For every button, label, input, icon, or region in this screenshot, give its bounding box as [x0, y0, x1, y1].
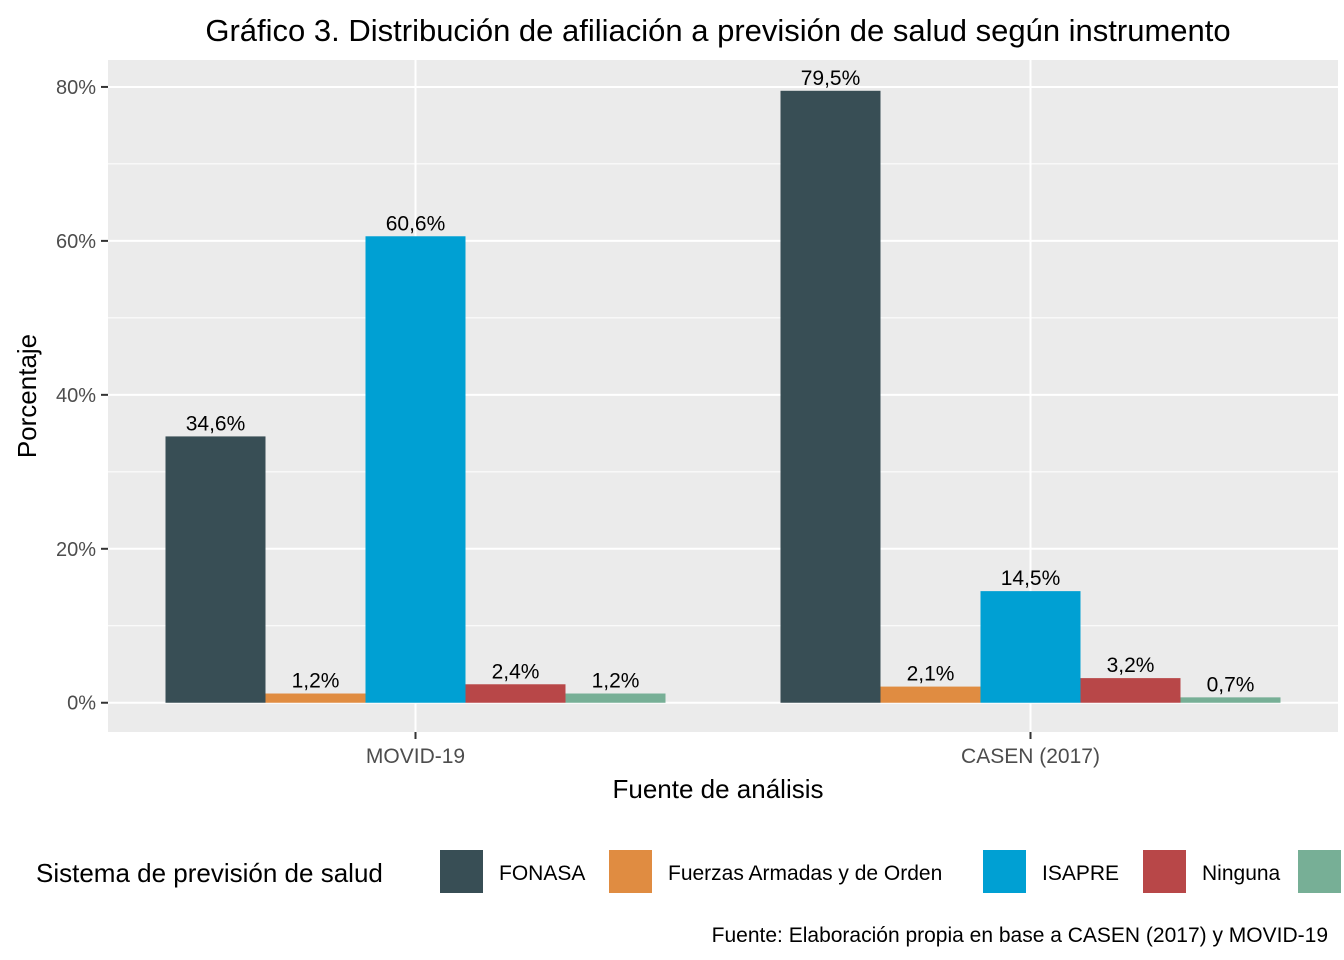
legend-label: FONASA — [499, 862, 585, 885]
bar-value-label: 79,5% — [801, 67, 861, 90]
y-axis: 0% 20% 40% 60% 80% — [56, 77, 108, 715]
bar-value-label: 0,7% — [1207, 673, 1255, 696]
legend-key — [1298, 850, 1341, 893]
y-tick-label: 40% — [56, 385, 96, 407]
bar — [880, 686, 981, 703]
bar — [465, 684, 566, 703]
x-axis: MOVID-19 CASEN (2017) — [366, 732, 1100, 768]
minor-gridlines — [108, 163, 1338, 627]
x-tick-label: CASEN (2017) — [961, 745, 1100, 768]
bar — [265, 693, 366, 703]
bar-value-label: 2,1% — [907, 663, 955, 686]
legend: Sistema de previsión de salud FONASA Fuer… — [36, 850, 1341, 893]
bar — [365, 236, 466, 703]
x-axis-title: Fuente de análisis — [612, 774, 823, 804]
y-tick-label: 60% — [56, 231, 96, 253]
legend-key — [440, 850, 483, 893]
bar — [980, 591, 1081, 703]
y-axis-title: Porcentaje — [12, 334, 42, 458]
legend-key — [609, 850, 652, 893]
legend-items: FONASA Fuerzas Armadas y de Orden ISAPRE Ni… — [440, 850, 1341, 893]
bar-value-label: 3,2% — [1107, 654, 1155, 677]
plot-panel — [108, 60, 1338, 732]
bar — [565, 693, 666, 703]
bar — [1080, 678, 1181, 703]
legend-title: Sistema de previsión de salud — [36, 858, 383, 888]
legend-key — [1143, 850, 1186, 893]
bar-value-label: 14,5% — [1001, 567, 1061, 590]
legend-label: Fuerzas Armadas y de Orden — [668, 862, 942, 885]
bar — [165, 436, 266, 703]
y-tick-label: 0% — [67, 693, 96, 715]
bar-value-label: 60,6% — [386, 212, 446, 235]
legend-key — [983, 850, 1026, 893]
bars — [165, 90, 1281, 703]
y-tick-label: 20% — [56, 539, 96, 561]
chart-title: Gráfico 3. Distribución de afiliación a … — [205, 13, 1230, 48]
y-tick-label: 80% — [56, 77, 96, 99]
bar-value-label: 1,2% — [292, 670, 340, 693]
bar — [1180, 697, 1281, 703]
x-tick-label: MOVID-19 — [366, 745, 465, 768]
bar-value-label: 34,6% — [186, 412, 246, 435]
bar — [780, 90, 881, 703]
value-labels: 34,6% 1,2% 60,6% 2,4% 1,2% 79,5% 2,1% 14,5% 3,2%… — [186, 67, 1255, 697]
legend-label: Ninguna — [1202, 862, 1281, 885]
legend-label: ISAPRE — [1042, 862, 1119, 885]
bar-value-label: 2,4% — [492, 660, 540, 683]
caption: Fuente: Elaboración propia en base a CAS… — [712, 924, 1328, 947]
bar-value-label: 1,2% — [592, 670, 640, 693]
